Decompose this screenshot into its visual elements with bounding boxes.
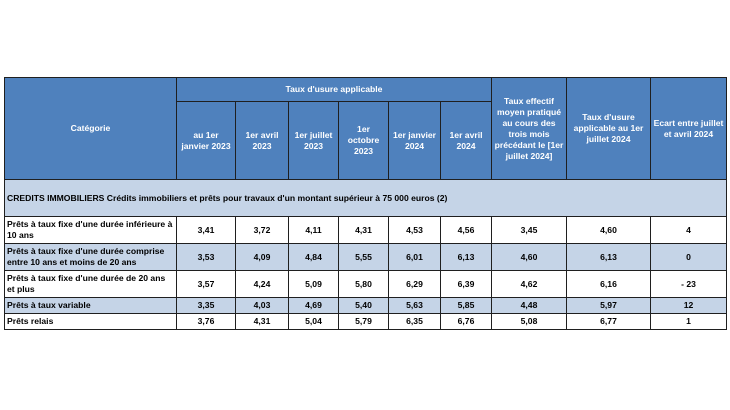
- rate-cell: 4,56: [439, 216, 493, 244]
- rate-cell: 5,04: [288, 313, 339, 330]
- table-row: Prêts à taux fixe d'une durée de 20 ans …: [4, 270, 728, 298]
- section-row: CREDITS IMMOBILIERS Crédits immobiliers …: [3, 179, 728, 217]
- rate-cell: 6,01: [388, 243, 441, 271]
- rate-cell: 3,76: [176, 313, 236, 330]
- rate-cell: 5,79: [338, 313, 389, 330]
- taux-usure-cell: 5,97: [566, 297, 652, 314]
- header-row-1: Catégorie Taux d'usure applicable Taux e…: [4, 77, 728, 180]
- taux-usure-cell: 6,16: [566, 270, 652, 298]
- taux-effectif-cell: 4,60: [491, 243, 568, 271]
- row-label: Prêts à taux fixe d'une durée inférieure…: [4, 216, 177, 244]
- rate-cell: 4,03: [235, 297, 289, 314]
- rate-cell: 5,55: [338, 243, 389, 271]
- taux-effectif-cell: 4,62: [491, 270, 568, 298]
- rate-cell: 4,69: [288, 297, 339, 314]
- header-period: 1er juillet 2023: [288, 101, 339, 180]
- rate-cell: 3,72: [235, 216, 289, 244]
- rate-cell: 4,31: [338, 216, 389, 244]
- row-label: Prêts à taux fixe d'une durée comprise e…: [4, 243, 177, 271]
- table-row: Prêts à taux variable 3,35 4,03 4,69 5,4…: [4, 297, 728, 314]
- header-period: 1er avril 2024: [439, 101, 493, 180]
- rate-cell: 4,84: [288, 243, 339, 271]
- header-taux-usure-juillet: Taux d'usure applicable au 1er juillet 2…: [566, 77, 652, 180]
- table-row: Prêts à taux fixe d'une durée inférieure…: [4, 216, 728, 244]
- rate-cell: 6,76: [439, 313, 493, 330]
- rate-cell: 3,57: [176, 270, 236, 298]
- rate-cell: 4,11: [288, 216, 339, 244]
- header-period: 1er avril 2023: [235, 101, 289, 180]
- ecart-cell: 1: [650, 313, 728, 330]
- section-title: CREDITS IMMOBILIERS Crédits immobiliers …: [3, 179, 728, 217]
- rate-cell: 4,24: [235, 270, 289, 298]
- header-row-2: au 1er janvier 2023 1er avril 2023 1er j…: [5, 101, 727, 180]
- header-taux-usure-group: Taux d'usure applicable: [175, 77, 493, 102]
- row-label: Prêts à taux fixe d'une durée de 20 ans …: [4, 270, 177, 298]
- header-period: au 1er janvier 2023: [176, 101, 236, 180]
- taux-usure-cell: 6,77: [566, 313, 652, 330]
- rate-cell: 3,41: [176, 216, 236, 244]
- row-label: Prêts relais: [4, 313, 177, 330]
- rate-cell: 5,09: [288, 270, 339, 298]
- taux-usure-cell: 6,13: [566, 243, 652, 271]
- rate-cell: 3,53: [176, 243, 236, 271]
- taux-effectif-cell: 5,08: [491, 313, 568, 330]
- ecart-cell: 0: [650, 243, 728, 271]
- ecart-cell: 4: [650, 216, 728, 244]
- rate-cell: 4,09: [235, 243, 289, 271]
- table-row: Prêts à taux fixe d'une durée comprise e…: [4, 243, 728, 271]
- taux-usure-cell: 4,60: [566, 216, 652, 244]
- rate-cell: 5,40: [338, 297, 389, 314]
- rate-cell: 6,39: [439, 270, 493, 298]
- rate-cell: 4,31: [235, 313, 289, 330]
- rate-cell: 6,35: [388, 313, 441, 330]
- rate-cell: 5,85: [439, 297, 493, 314]
- rate-cell: 5,63: [388, 297, 441, 314]
- header-categorie: Catégorie: [4, 77, 177, 180]
- taux-effectif-cell: 4,48: [491, 297, 568, 314]
- header-ecart: Ecart entre juillet et avril 2024: [650, 77, 728, 180]
- ecart-cell: - 23: [650, 270, 728, 298]
- taux-effectif-cell: 3,45: [491, 216, 568, 244]
- rate-cell: 6,29: [388, 270, 441, 298]
- usury-rates-table: Catégorie Taux d'usure applicable Taux e…: [3, 77, 728, 330]
- ecart-cell: 12: [650, 297, 728, 314]
- rate-cell: 3,35: [176, 297, 236, 314]
- header-period: 1er janvier 2024: [388, 101, 441, 180]
- table-row: Prêts relais 3,76 4,31 5,04 5,79 6,35 6,…: [4, 313, 728, 330]
- header-period: 1er octobre 2023: [338, 101, 389, 180]
- row-label: Prêts à taux variable: [4, 297, 177, 314]
- rate-cell: 4,53: [388, 216, 441, 244]
- header-taux-effectif: Taux effectif moyen pratiqué au cours de…: [491, 77, 568, 180]
- rate-cell: 5,80: [338, 270, 389, 298]
- rate-cell: 6,13: [439, 243, 493, 271]
